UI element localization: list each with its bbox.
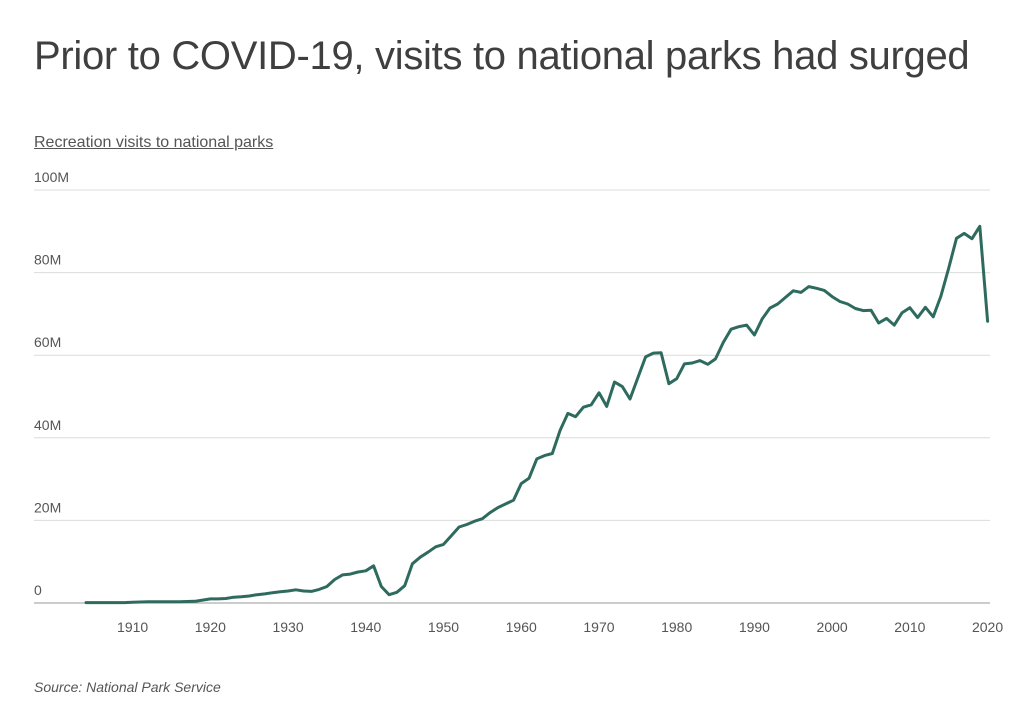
- y-tick-label: 0: [34, 582, 42, 598]
- y-tick-label: 40M: [34, 417, 61, 433]
- x-tick-label: 1940: [350, 619, 381, 635]
- x-tick-label: 1960: [506, 619, 537, 635]
- source-note: Source: National Park Service: [34, 679, 221, 695]
- y-tick-label: 80M: [34, 252, 61, 268]
- x-tick-label: 1970: [583, 619, 614, 635]
- series-group: [84, 224, 990, 605]
- y-tick-label: 20M: [34, 499, 61, 515]
- chart-title: Prior to COVID-19, visits to national pa…: [34, 34, 970, 78]
- x-tick-label: 1950: [428, 619, 459, 635]
- y-tick-label: 100M: [34, 169, 69, 185]
- x-tick-label: 2000: [817, 619, 848, 635]
- x-tick-label: 1910: [117, 619, 148, 635]
- x-tick-label: 1980: [661, 619, 692, 635]
- y-tick-label: 60M: [34, 334, 61, 350]
- y-axis-ticks: 0 20M 40M 60M 80M 100M: [34, 169, 69, 598]
- x-tick-label: 1920: [195, 619, 226, 635]
- chart-subtitle[interactable]: Recreation visits to national parks: [34, 134, 274, 151]
- x-tick-label: 2020: [972, 619, 1003, 635]
- x-tick-label: 1930: [272, 619, 303, 635]
- gridlines: [34, 189, 990, 604]
- series-line-0: [84, 224, 990, 605]
- x-tick-label: 2010: [894, 619, 925, 635]
- x-tick-label: 1990: [739, 619, 770, 635]
- x-axis-ticks: 1910 1920 1930 1940 1950 1960 1970 1980 1990 2000…: [117, 619, 1003, 635]
